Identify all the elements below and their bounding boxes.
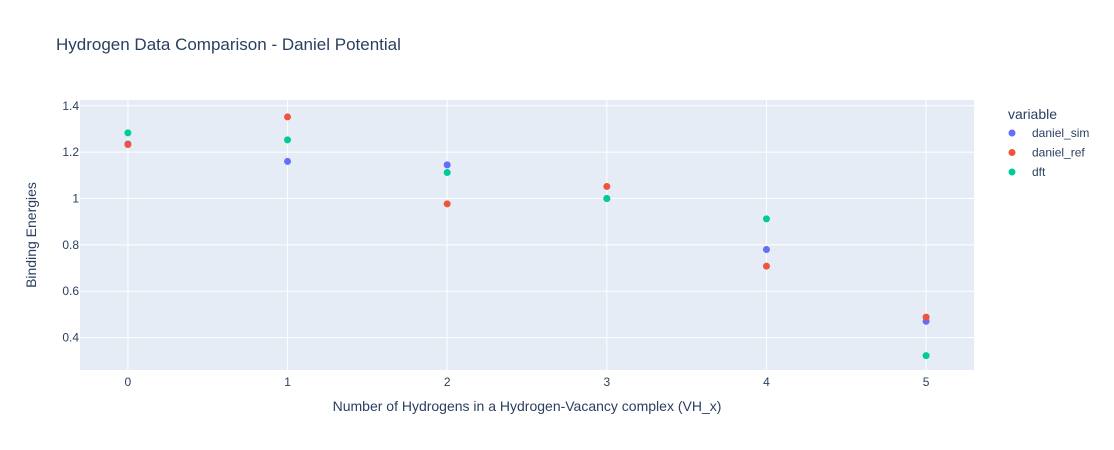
x-tick-label: 2 [444, 375, 451, 389]
y-tick-label: 1.4 [62, 99, 79, 113]
data-point-dft[interactable] [922, 352, 930, 360]
y-tick-label: 1 [72, 191, 79, 205]
legend-label-daniel_ref: daniel_ref [1032, 146, 1085, 160]
y-tick-label: 0.8 [62, 238, 79, 252]
data-point-dft[interactable] [762, 215, 770, 223]
legend-label-dft: dft [1032, 165, 1046, 179]
legend-marker-daniel_sim [1008, 129, 1016, 137]
data-point-daniel_ref[interactable] [762, 262, 770, 270]
data-point-dft[interactable] [603, 194, 611, 202]
legend-marker-daniel_ref [1008, 149, 1016, 156]
data-point-daniel_ref[interactable] [284, 113, 292, 121]
data-point-dft[interactable] [443, 169, 451, 177]
y-tick-label: 0.4 [62, 331, 79, 345]
data-point-daniel_ref[interactable] [443, 200, 451, 208]
x-axis-title: Number of Hydrogens in a Hydrogen-Vacanc… [333, 398, 722, 414]
plot-area [80, 100, 974, 370]
chart-title: Hydrogen Data Comparison - Daniel Potent… [56, 35, 401, 54]
x-tick-label: 3 [603, 375, 610, 389]
x-tick-label: 4 [763, 375, 770, 389]
data-point-daniel_ref[interactable] [603, 182, 611, 190]
y-axis-title: Binding Energies [23, 182, 39, 288]
data-point-dft[interactable] [284, 136, 292, 144]
y-tick-label: 1.2 [62, 145, 79, 159]
legend-title: variable [1008, 106, 1057, 122]
grid [80, 100, 974, 370]
data-point-daniel_ref[interactable] [922, 313, 930, 321]
y-tick-label: 0.6 [62, 284, 79, 298]
legend-label-daniel_sim: daniel_sim [1032, 126, 1089, 140]
data-point-dft[interactable] [124, 129, 132, 137]
x-tick-label: 0 [125, 375, 132, 389]
legend-marker-dft [1008, 168, 1016, 176]
data-points[interactable] [124, 113, 930, 360]
data-point-daniel_sim[interactable] [284, 157, 292, 165]
data-point-daniel_ref[interactable] [124, 140, 132, 148]
data-point-daniel_sim[interactable] [443, 161, 451, 169]
x-tick-label: 1 [284, 375, 291, 389]
tick-labels: 0 1 2 3 4 5 0.4 0.6 0.8 1 1.2 1.4 [62, 99, 929, 389]
data-point-daniel_sim[interactable] [762, 245, 770, 253]
x-tick-label: 5 [923, 375, 930, 389]
